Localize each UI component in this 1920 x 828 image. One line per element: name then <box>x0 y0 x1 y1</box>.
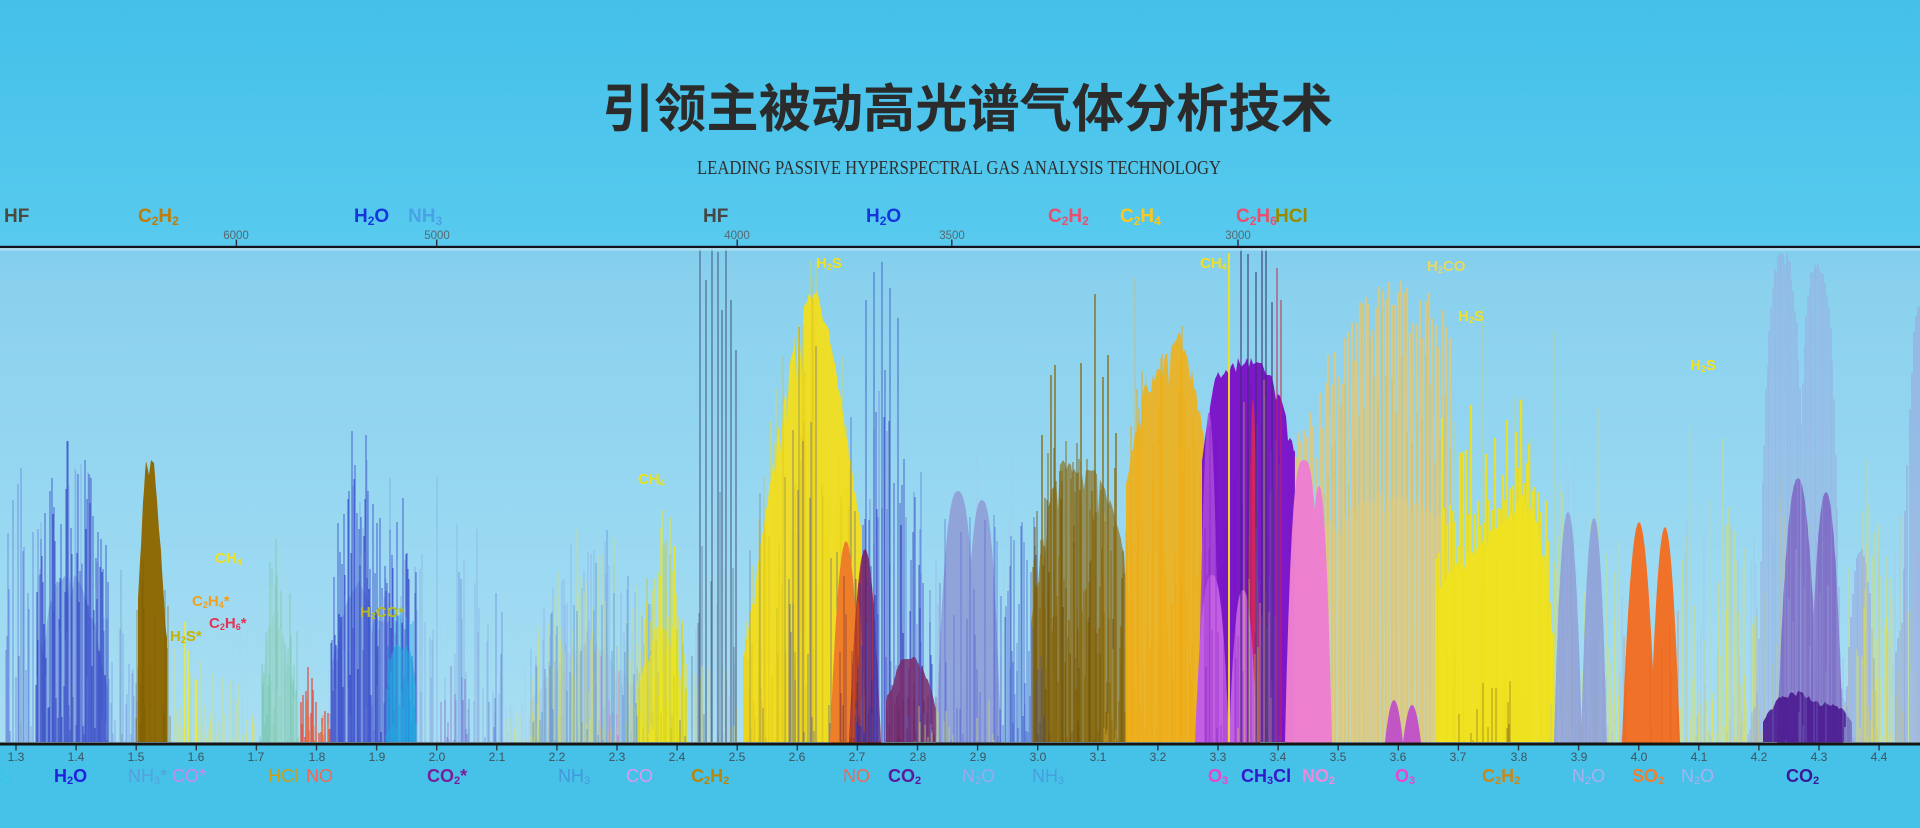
svg-text:HCl: HCl <box>1275 206 1308 227</box>
svg-text:NH3*: NH3* <box>128 766 167 787</box>
svg-text:2.9: 2.9 <box>970 750 987 764</box>
svg-text:C2H6: C2H6 <box>1236 206 1277 228</box>
svg-text:4.4: 4.4 <box>1871 750 1888 764</box>
svg-text:LEADING PASSIVE HYPERSPECTRAL: LEADING PASSIVE HYPERSPECTRAL GAS ANALYS… <box>697 157 1221 179</box>
svg-text:1.6: 1.6 <box>188 750 205 764</box>
svg-text:1.3: 1.3 <box>8 750 25 764</box>
svg-text:CO: CO <box>626 766 653 786</box>
svg-text:C2H2: C2H2 <box>1048 206 1089 228</box>
svg-text:CO2: CO2 <box>1786 766 1819 787</box>
svg-text:2.8: 2.8 <box>910 750 927 764</box>
svg-text:C2H2: C2H2 <box>691 766 729 787</box>
svg-text:C2H4*: C2H4* <box>192 593 230 610</box>
svg-text:H2S: H2S <box>1458 308 1484 325</box>
svg-text:NH3: NH3 <box>1032 766 1064 787</box>
svg-text:4.0: 4.0 <box>1631 750 1648 764</box>
svg-text:2.4: 2.4 <box>669 750 686 764</box>
svg-text:3.9: 3.9 <box>1571 750 1588 764</box>
svg-text:3.6: 3.6 <box>1390 750 1407 764</box>
svg-text:O2: O2 <box>0 767 11 787</box>
svg-text:3.1: 3.1 <box>1090 750 1107 764</box>
svg-text:H2O: H2O <box>54 766 87 787</box>
svg-text:2.1: 2.1 <box>489 750 506 764</box>
svg-text:H2CO: H2CO <box>1427 258 1466 275</box>
svg-text:N2O: N2O <box>1681 766 1714 787</box>
svg-text:HF: HF <box>4 206 29 227</box>
svg-text:2.2: 2.2 <box>549 750 566 764</box>
svg-text:4000: 4000 <box>724 230 750 242</box>
svg-text:4.1: 4.1 <box>1691 750 1708 764</box>
svg-text:CH4: CH4 <box>638 471 665 488</box>
svg-text:H2S: H2S <box>816 255 842 272</box>
svg-text:H2S: H2S <box>1690 357 1716 374</box>
svg-text:1.9: 1.9 <box>369 750 386 764</box>
svg-text:C2H6*: C2H6* <box>209 615 247 632</box>
svg-text:3.4: 3.4 <box>1270 750 1287 764</box>
svg-text:H2S*: H2S* <box>170 628 202 645</box>
svg-text:2.7: 2.7 <box>849 750 866 764</box>
svg-text:HF: HF <box>703 206 728 227</box>
svg-text:C2H2: C2H2 <box>1482 766 1520 787</box>
svg-text:CH3Cl: CH3Cl <box>1241 766 1291 787</box>
svg-text:CO*: CO* <box>172 766 206 786</box>
svg-text:NO2: NO2 <box>1302 766 1335 787</box>
svg-text:NO: NO <box>306 766 333 786</box>
svg-text:O3: O3 <box>1208 766 1228 787</box>
svg-text:H2O: H2O <box>866 206 901 228</box>
svg-text:NH3: NH3 <box>408 206 442 228</box>
svg-text:O3: O3 <box>1395 766 1415 787</box>
svg-text:1.4: 1.4 <box>68 750 85 764</box>
svg-text:3.8: 3.8 <box>1511 750 1528 764</box>
svg-text:4.2: 4.2 <box>1751 750 1768 764</box>
svg-text:HCl: HCl <box>268 766 298 786</box>
svg-text:C2H2: C2H2 <box>138 206 179 228</box>
svg-text:2.0: 2.0 <box>429 750 446 764</box>
svg-text:1.5: 1.5 <box>128 750 145 764</box>
svg-text:CH4: CH4 <box>215 550 242 567</box>
svg-text:2.3: 2.3 <box>609 750 626 764</box>
svg-text:3.2: 3.2 <box>1150 750 1167 764</box>
svg-text:N2O: N2O <box>1572 766 1605 787</box>
svg-text:NH3: NH3 <box>558 766 590 787</box>
svg-text:CH4: CH4 <box>1200 255 1227 272</box>
svg-text:1.8: 1.8 <box>309 750 326 764</box>
svg-text:NO: NO <box>843 766 870 786</box>
svg-text:3.5: 3.5 <box>1330 750 1347 764</box>
svg-text:3.3: 3.3 <box>1210 750 1227 764</box>
svg-text:H2O: H2O <box>354 206 389 228</box>
svg-text:3500: 3500 <box>939 230 965 242</box>
svg-text:5000: 5000 <box>424 230 450 242</box>
svg-text:CO2*: CO2* <box>427 766 467 787</box>
svg-text:N2O: N2O <box>962 766 995 787</box>
svg-text:CO2: CO2 <box>888 766 921 787</box>
svg-text:2.6: 2.6 <box>789 750 806 764</box>
svg-text:1.7: 1.7 <box>248 750 265 764</box>
svg-text:3.7: 3.7 <box>1450 750 1467 764</box>
svg-text:3.0: 3.0 <box>1030 750 1047 764</box>
svg-text:4.3: 4.3 <box>1811 750 1828 764</box>
svg-text:H2CO*: H2CO* <box>360 604 404 621</box>
svg-text:SO2: SO2 <box>1632 766 1664 787</box>
svg-text:3000: 3000 <box>1225 230 1251 242</box>
svg-text:6000: 6000 <box>223 230 249 242</box>
svg-text:C2H4: C2H4 <box>1120 206 1161 228</box>
svg-text:2.5: 2.5 <box>729 750 746 764</box>
